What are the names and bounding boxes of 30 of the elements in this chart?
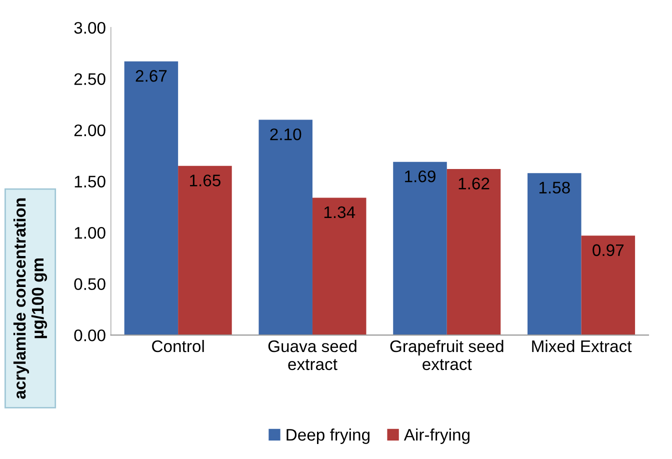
y-tick-label: 1.00 (74, 226, 106, 239)
y-tick-label: 0.50 (74, 278, 106, 290)
bar (528, 173, 582, 336)
y-tick-label: 3.00 (74, 22, 106, 34)
bar (258, 120, 312, 336)
x-tick-label: Mixed Extract (532, 340, 632, 352)
y-tick-label: 0.00 (74, 329, 106, 342)
y-tick-label: 2.50 (74, 73, 106, 85)
x-tick-label: Control (152, 340, 204, 352)
legend-label: Deep frying (286, 428, 370, 444)
x-tick-label: Guava seed extract (268, 340, 356, 370)
data-label: 1.62 (458, 178, 490, 190)
bar (393, 162, 447, 336)
data-label: 0.97 (592, 244, 624, 256)
bar (581, 236, 636, 336)
y-tick-label: 2.00 (74, 124, 106, 136)
data-label: 2.67 (136, 70, 167, 82)
bar (312, 198, 366, 336)
y-tick-label: 1.50 (74, 176, 106, 188)
data-label: 1.34 (324, 206, 356, 218)
data-label: 1.69 (405, 170, 436, 182)
legend-label: Air-frying (404, 428, 470, 444)
data-label: 1.58 (539, 182, 570, 194)
data-label: 1.65 (190, 174, 220, 186)
bar (124, 61, 178, 336)
y-axis-title: acrylamide concentration µg/100 gm (13, 198, 48, 399)
bar (446, 169, 501, 336)
bar (178, 166, 232, 336)
data-label: 2.10 (270, 128, 302, 140)
x-tick-label: Grapefruit seed extract (390, 340, 504, 370)
